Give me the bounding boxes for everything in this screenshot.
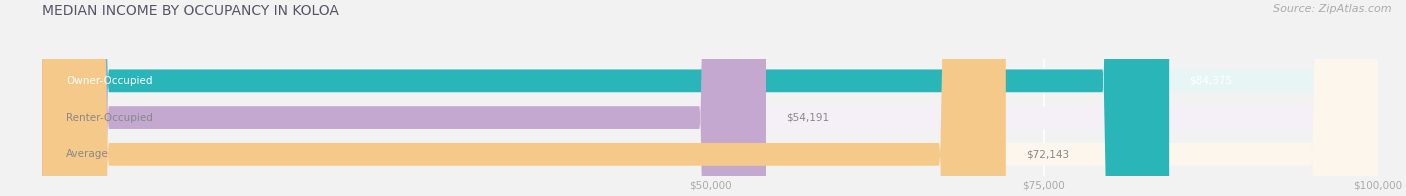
FancyBboxPatch shape — [42, 0, 1378, 196]
FancyBboxPatch shape — [42, 0, 1170, 196]
Text: MEDIAN INCOME BY OCCUPANCY IN KOLOA: MEDIAN INCOME BY OCCUPANCY IN KOLOA — [42, 4, 339, 18]
Text: $54,191: $54,191 — [786, 113, 830, 123]
FancyBboxPatch shape — [42, 0, 1005, 196]
FancyBboxPatch shape — [42, 0, 766, 196]
FancyBboxPatch shape — [42, 0, 1378, 196]
Text: $84,375: $84,375 — [1189, 76, 1232, 86]
Text: $72,143: $72,143 — [1026, 149, 1069, 159]
Text: Renter-Occupied: Renter-Occupied — [66, 113, 153, 123]
Text: Average: Average — [66, 149, 110, 159]
Text: Source: ZipAtlas.com: Source: ZipAtlas.com — [1274, 4, 1392, 14]
Text: Owner-Occupied: Owner-Occupied — [66, 76, 153, 86]
FancyBboxPatch shape — [42, 0, 1378, 196]
